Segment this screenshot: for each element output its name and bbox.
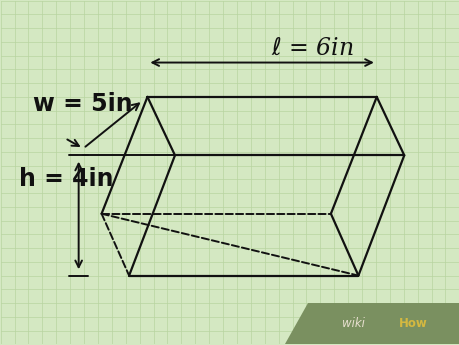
Polygon shape bbox=[285, 303, 458, 344]
Text: How: How bbox=[398, 317, 427, 330]
Text: w = 5in: w = 5in bbox=[33, 92, 132, 116]
Text: h = 4in: h = 4in bbox=[19, 167, 113, 191]
Text: $\ell$ = 6in: $\ell$ = 6in bbox=[270, 37, 353, 60]
Text: wiki: wiki bbox=[341, 317, 364, 330]
